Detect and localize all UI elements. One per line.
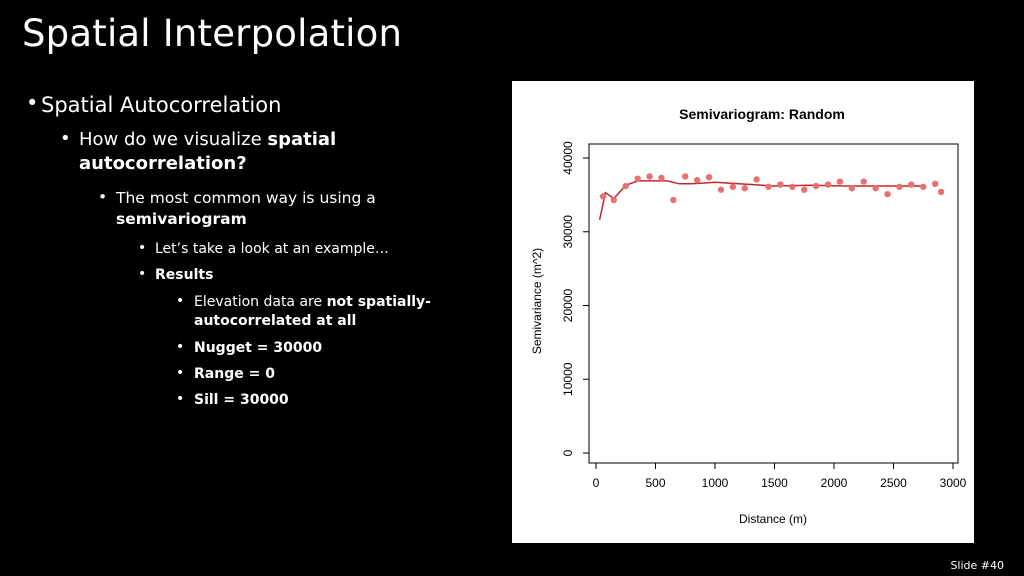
semivariance-point <box>622 182 629 190</box>
semivariance-point <box>658 174 665 182</box>
bullet-text-bold: not spatially- <box>326 294 431 310</box>
bullet-dot: • <box>60 128 71 149</box>
semivariance-point <box>741 185 748 192</box>
y-tick-label: 20000 <box>561 288 575 322</box>
bullet-text: How do we visualize spatial autocorrelat… <box>79 128 336 177</box>
semivariance-point <box>610 196 618 204</box>
semivariance-point <box>860 178 867 185</box>
bullet-text-bold-line2: autocorrelation? <box>79 153 247 175</box>
y-tick-label: 0 <box>561 449 575 456</box>
semivariance-point <box>682 173 689 180</box>
plot-frame <box>588 143 959 464</box>
semivariance-point <box>729 183 737 190</box>
semivariance-point <box>931 180 939 188</box>
chart-title: Semivariogram: Random <box>679 106 845 122</box>
semivariance-point <box>872 185 879 192</box>
plot-layer: 0 500 1000 1500 2000 2500 30000100002000030000… <box>561 141 967 490</box>
bullet-dot: • <box>176 293 185 309</box>
x-tick-label: 3000 <box>940 476 967 490</box>
semivariance-point <box>801 186 808 193</box>
bullet-text: The most common way is using a semivario… <box>116 188 376 230</box>
semivariance-point <box>670 196 677 204</box>
bullet-text: Let’s take a look at an example… <box>155 241 389 257</box>
bullet-dot: • <box>138 266 147 282</box>
semivariance-point <box>920 183 927 190</box>
x-tick-label: 1500 <box>761 476 788 490</box>
semivariance-point <box>646 173 653 180</box>
x-tick-label: 500 <box>645 476 665 490</box>
bullet-text: Elevation data are not spatially- autoco… <box>194 293 431 331</box>
y-tick-label: 10000 <box>561 362 575 396</box>
semivariance-point <box>824 181 832 188</box>
bullet-text: Results <box>155 267 214 283</box>
semivariance-point <box>937 188 945 196</box>
bullet-text-bold-line2: autocorrelated at all <box>194 312 357 329</box>
semivariance-point <box>896 183 903 190</box>
semivariogram-chart: Semivariogram: Random Distance (m) Semiv… <box>512 81 974 543</box>
semivariance-point <box>789 183 796 190</box>
semivariogram-model-line <box>598 180 924 221</box>
x-tick-label: 2500 <box>880 476 907 490</box>
semivariance-point <box>884 190 891 198</box>
y-tick-label: 40000 <box>561 141 575 175</box>
x-tick-label: 0 <box>593 476 600 490</box>
bullet-text: Sill = 30000 <box>194 392 289 408</box>
chart-y-axis-label: Semivariance (m^2) <box>530 248 544 354</box>
semivariance-point <box>753 176 760 183</box>
bullet-text: Nugget = 30000 <box>194 340 323 356</box>
bullet-dot: • <box>138 240 147 256</box>
bullet-dot: • <box>26 91 39 115</box>
semivariance-point <box>765 183 772 190</box>
x-tick-label: 1000 <box>702 476 729 490</box>
bullet-text-plain: How do we visualize <box>79 129 268 150</box>
semivariance-point <box>777 181 784 188</box>
bullet-dot: • <box>176 391 185 407</box>
bullet-text: Range = 0 <box>194 366 275 382</box>
semivariance-point <box>634 175 641 182</box>
bullet-text-bold: spatial <box>267 129 337 150</box>
semivariance-point <box>908 181 915 188</box>
semivariance-point <box>836 178 844 185</box>
slide-number: Slide #40 <box>950 559 1004 572</box>
bullet-dot: • <box>176 339 185 355</box>
bullet-text-bold: semivariogram <box>116 209 247 228</box>
semivariance-point <box>812 182 820 190</box>
semivariance-point <box>717 186 725 193</box>
semivariance-point <box>693 176 701 184</box>
semivariance-point <box>599 193 607 200</box>
slide-title: Spatial Interpolation <box>22 12 403 55</box>
semivariance-point <box>705 173 713 181</box>
semivariance-point <box>848 185 856 192</box>
y-tick-label: 30000 <box>561 215 575 249</box>
bullet-dot: • <box>98 188 108 206</box>
bullet-text: Spatial Autocorrelation <box>41 93 282 117</box>
bullet-text-plain: The most common way is using a <box>116 189 376 207</box>
x-tick-label: 2000 <box>821 476 848 490</box>
bullet-text-plain: Elevation data are <box>194 294 327 310</box>
chart-svg: Semivariogram: Random Distance (m) Semiv… <box>530 106 967 526</box>
bullet-dot: • <box>176 365 185 381</box>
chart-x-axis-label: Distance (m) <box>739 512 807 526</box>
